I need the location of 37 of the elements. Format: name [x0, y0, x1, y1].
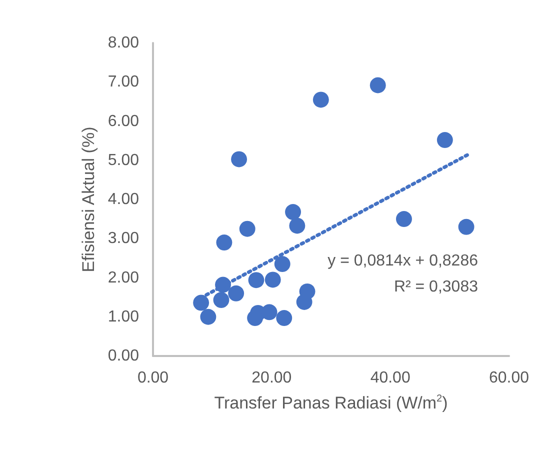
y-tick-label: 7.00 [108, 74, 140, 91]
point [276, 310, 292, 326]
point [239, 220, 256, 237]
annotation: y = 0,0814x + 0,8286 [328, 252, 478, 270]
point [248, 272, 264, 288]
x-tick-label: 40.00 [370, 370, 410, 386]
point [436, 132, 453, 148]
point [312, 92, 329, 108]
y-tick-label: 4.00 [108, 191, 140, 208]
point [289, 218, 306, 234]
point [216, 234, 232, 251]
point [193, 294, 210, 311]
point [213, 292, 230, 308]
point [228, 285, 244, 302]
point [458, 218, 474, 235]
point [396, 211, 412, 228]
x-tick-label: 0.00 [137, 370, 169, 386]
y-tick-label: 5.00 [108, 152, 140, 169]
point [285, 204, 302, 220]
point [247, 310, 264, 326]
y-tick-label: 0.00 [108, 348, 140, 364]
point [264, 272, 281, 288]
y-tick-label: 8.00 [108, 34, 140, 52]
y-axis-title: Efisiensi Aktual (%) [78, 126, 98, 272]
y-tick-label: 3.00 [108, 230, 140, 248]
y-tick-label: 6.00 [108, 112, 140, 130]
y-tick-label: 1.00 [108, 308, 140, 326]
x-tick-label: 20.00 [252, 370, 292, 386]
point [296, 294, 312, 310]
point [274, 256, 290, 272]
y-tick-label: 2.00 [108, 269, 140, 286]
x-tick-label: 60.00 [488, 370, 530, 386]
point [231, 151, 248, 168]
annotation: R² = 0,3083 [394, 278, 478, 296]
point [200, 308, 216, 325]
point [261, 304, 278, 320]
point [370, 77, 386, 94]
